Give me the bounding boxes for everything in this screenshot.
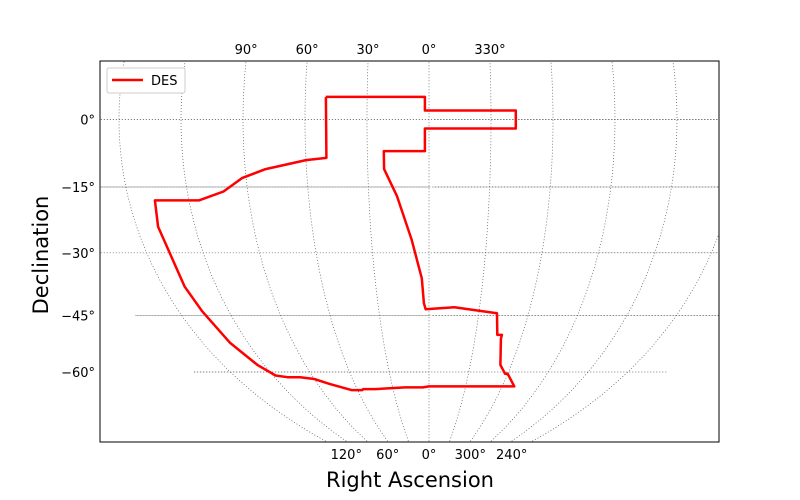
ra-gridline (242, 61, 368, 442)
ra-gridline (511, 61, 678, 442)
tick-layer: 120° 60° 0° 300° 240° 90° 60° 30° 0° 330° 0° −15° −3… (61, 43, 527, 463)
y-axis-label: Declination (29, 196, 53, 315)
legend: DES (106, 67, 186, 94)
ra-bottom-tick-label: 120° (331, 448, 362, 463)
ra-gridline (490, 61, 616, 442)
des-footprint-outline (153, 95, 518, 392)
ra-bottom-tick-label: 240° (496, 448, 527, 463)
series-layer (153, 95, 518, 392)
graticule (100, 61, 719, 442)
ra-top-tick-label: 30° (356, 43, 379, 58)
ra-top-tick-label: 0° (422, 43, 437, 58)
legend-label: DES (151, 74, 177, 89)
dec-tick-label: −60° (61, 366, 95, 381)
dec-tick-label: −15° (61, 181, 95, 196)
dec-tick-label: −30° (61, 247, 95, 262)
ra-bottom-tick-label: 60° (376, 448, 399, 463)
ra-gridline (304, 61, 388, 442)
x-axis-label: Right Ascension (326, 468, 494, 492)
ra-gridline (449, 61, 492, 442)
ra-bottom-tick-label: 0° (422, 448, 437, 463)
ra-top-tick-label: 330° (474, 43, 505, 58)
legend-box (106, 67, 186, 94)
ra-gridline (366, 61, 409, 442)
ra-gridline (180, 61, 347, 442)
ra-gridline (470, 61, 554, 442)
ra-gridline (118, 61, 326, 442)
dec-tick-label: 0° (80, 114, 95, 129)
ra-top-tick-label: 60° (296, 43, 319, 58)
ra-gridline (532, 232, 719, 442)
ra-bottom-tick-label: 300° (455, 448, 486, 463)
plot-frame (99, 60, 720, 443)
ra-top-tick-label: 90° (235, 43, 258, 58)
dec-tick-label: −45° (61, 309, 95, 324)
